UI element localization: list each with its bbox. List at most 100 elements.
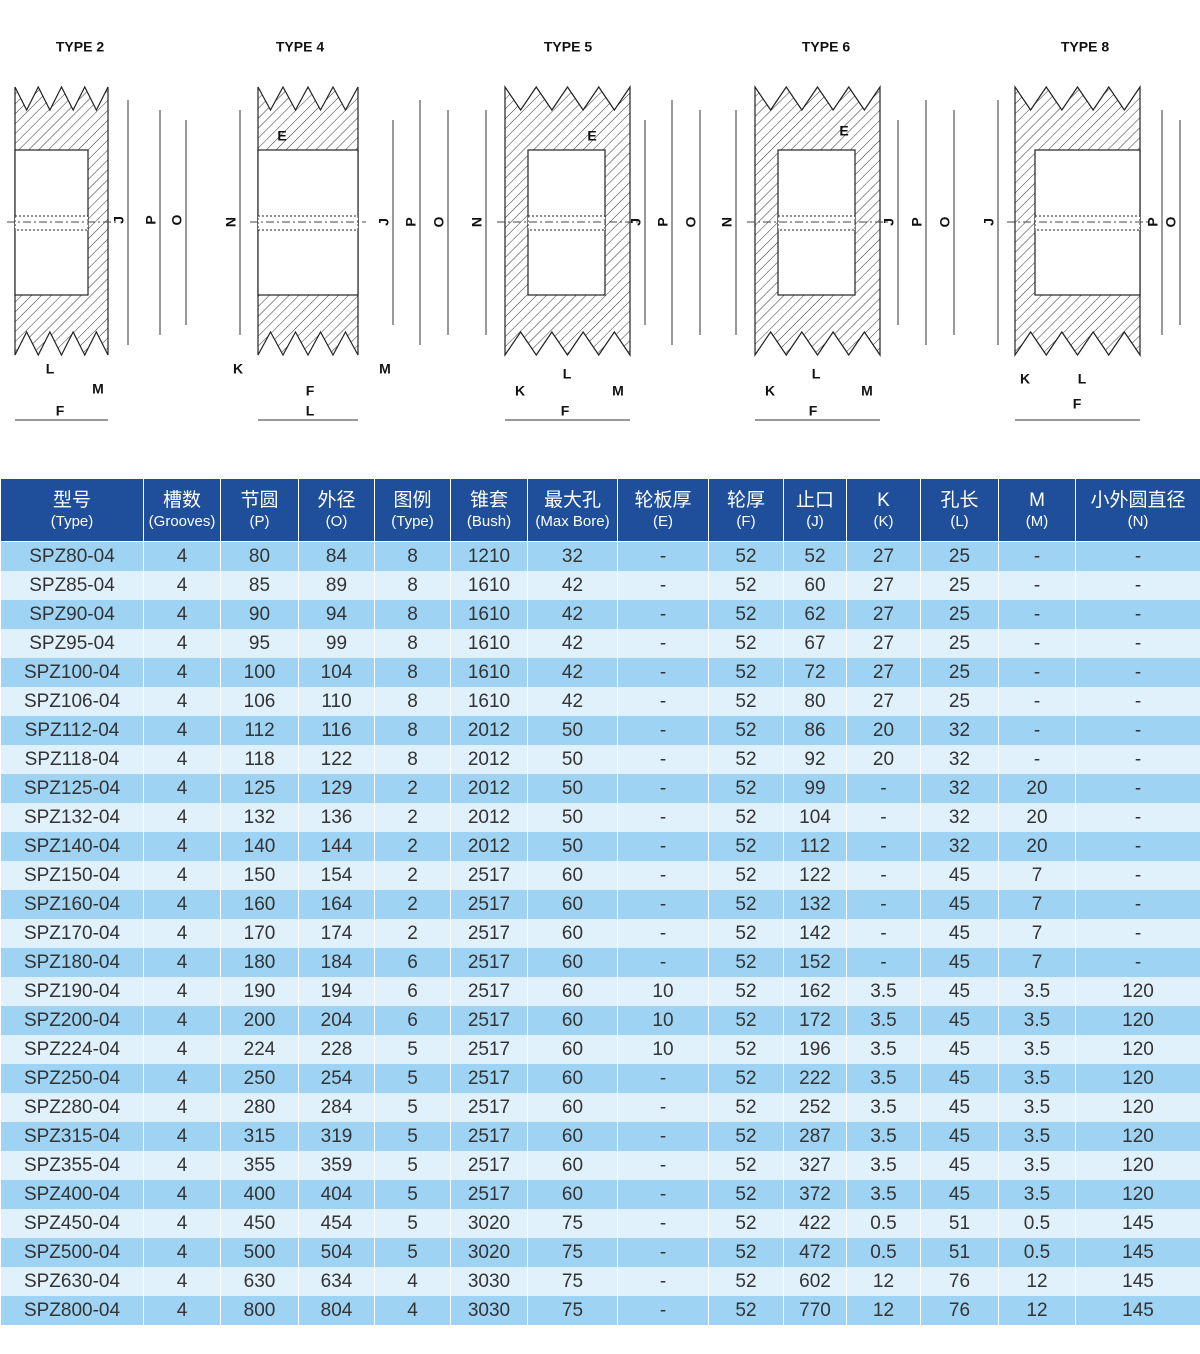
table-cell: 140 xyxy=(220,832,299,861)
table-cell: - xyxy=(998,745,1076,774)
table-cell: 45 xyxy=(920,1006,999,1035)
table-cell: 3.5 xyxy=(846,1006,921,1035)
table-cell: 52 xyxy=(708,919,784,948)
key-slot xyxy=(527,215,606,231)
table-cell: 2517 xyxy=(450,977,528,1006)
table-cell: 86 xyxy=(783,716,847,745)
table-cell: 4 xyxy=(374,1267,451,1296)
column-header: 小外圆直径 (N) xyxy=(1075,478,1200,542)
table-cell: 60 xyxy=(527,919,618,948)
table-cell: - xyxy=(617,1209,709,1238)
table-cell: 196 xyxy=(783,1035,847,1064)
table-cell: 90 xyxy=(220,600,299,629)
table-cell: 150 xyxy=(220,861,299,890)
table-cell: - xyxy=(617,1267,709,1296)
column-header: 轮板厚 (E) xyxy=(617,478,709,542)
table-cell: 2517 xyxy=(450,948,528,977)
table-cell: 52 xyxy=(708,658,784,687)
table-row: SPZ95-04 4 95 99 8 1610 42-52 67 27 25- - xyxy=(0,629,1200,658)
table-cell: - xyxy=(617,687,709,716)
dimension-label: K xyxy=(515,383,525,399)
table-cell: 404 xyxy=(298,1180,375,1209)
table-cell: - xyxy=(617,832,709,861)
table-cell: 164 xyxy=(298,890,375,919)
table-cell: 132 xyxy=(783,890,847,919)
table-cell: 3.5 xyxy=(846,1035,921,1064)
header-label: 槽数 xyxy=(162,489,201,511)
table-cell: 172 xyxy=(783,1006,847,1035)
header-sub: (O) xyxy=(325,512,348,530)
table-cell: SPZ450-04 xyxy=(0,1209,144,1238)
table-cell: 25 xyxy=(920,541,999,571)
table-cell: 60 xyxy=(527,1180,618,1209)
table-row: SPZ500-04 4 500 504 5 3020 75-52 472 0.5 51 0.5 145 xyxy=(0,1238,1200,1267)
table-cell: 122 xyxy=(783,861,847,890)
table-cell: - xyxy=(1075,803,1200,832)
column-header: 槽数 (Grooves) xyxy=(143,478,221,542)
table-row: SPZ112-04 4 112 116 8 2012 50-52 86 20 32- - xyxy=(0,716,1200,745)
dimension-label: L xyxy=(1078,371,1087,387)
table-cell: 52 xyxy=(708,1035,784,1064)
table-cell: 120 xyxy=(1075,1064,1200,1093)
table-cell: 8 xyxy=(374,687,451,716)
header-label: 外径 xyxy=(317,489,356,511)
table-cell: 120 xyxy=(1075,1151,1200,1180)
table-cell: 8 xyxy=(374,716,451,745)
table-cell: - xyxy=(998,600,1076,629)
table-cell: 6 xyxy=(374,1006,451,1035)
table-cell: 92 xyxy=(783,745,847,774)
table-cell: - xyxy=(846,774,921,803)
header-label: 图例 xyxy=(393,489,432,511)
table-cell: 180 xyxy=(220,948,299,977)
table-cell: 10 xyxy=(617,977,709,1006)
table-cell: - xyxy=(846,890,921,919)
table-cell: - xyxy=(998,716,1076,745)
table-cell: 50 xyxy=(527,803,618,832)
table-cell: 27 xyxy=(846,541,921,571)
table-cell: 42 xyxy=(527,687,618,716)
table-cell: - xyxy=(998,541,1076,571)
table-cell: 122 xyxy=(298,745,375,774)
table-cell: - xyxy=(1075,919,1200,948)
table-cell: 5 xyxy=(374,1151,451,1180)
table-cell: 45 xyxy=(920,977,999,1006)
table-cell: 125 xyxy=(220,774,299,803)
table-cell: SPZ118-04 xyxy=(0,745,144,774)
table-cell: 4 xyxy=(374,1296,451,1325)
table-row: SPZ118-04 4 118 122 8 2012 50-52 92 20 32- - xyxy=(0,745,1200,774)
header-label: 锥套 xyxy=(469,489,508,511)
table-cell: 3.5 xyxy=(846,1180,921,1209)
table-cell: 52 xyxy=(708,1093,784,1122)
table-cell: 3.5 xyxy=(998,1035,1076,1064)
table-cell: 10 xyxy=(617,1006,709,1035)
table-cell: 32 xyxy=(920,745,999,774)
table-cell: 60 xyxy=(527,1122,618,1151)
column-header: 止口 (J) xyxy=(783,478,847,542)
table-cell: 4 xyxy=(143,658,221,687)
table-cell: 45 xyxy=(920,1180,999,1209)
table-cell: 12 xyxy=(846,1296,921,1325)
table-cell: 20 xyxy=(998,774,1076,803)
table-cell: 32 xyxy=(527,541,618,571)
table-cell: SPZ400-04 xyxy=(0,1180,144,1209)
table-row: SPZ630-04 4 630 634 4 3030 75-52 602 12 76 12 145 xyxy=(0,1267,1200,1296)
table-row: SPZ224-04 4 224 228 5 2517 60 10 52 196 3.5 45 3.5 12… xyxy=(0,1035,1200,1064)
table-cell: 25 xyxy=(920,571,999,600)
table-cell: 52 xyxy=(708,541,784,571)
table-cell: - xyxy=(617,890,709,919)
dimension-label: O xyxy=(937,216,953,227)
table-cell: 45 xyxy=(920,1093,999,1122)
table-cell: 4 xyxy=(143,1093,221,1122)
table-cell: 52 xyxy=(708,977,784,1006)
table-cell: 2517 xyxy=(450,1093,528,1122)
table-cell: 372 xyxy=(783,1180,847,1209)
table-cell: 2012 xyxy=(450,774,528,803)
table-cell: 0.5 xyxy=(846,1238,921,1267)
table-cell: 4 xyxy=(143,919,221,948)
table-cell: 52 xyxy=(708,1238,784,1267)
table-cell: - xyxy=(998,629,1076,658)
table-cell: 4 xyxy=(143,948,221,977)
table-cell: 42 xyxy=(527,629,618,658)
dimension-label: P xyxy=(909,217,925,226)
table-cell: 60 xyxy=(527,948,618,977)
